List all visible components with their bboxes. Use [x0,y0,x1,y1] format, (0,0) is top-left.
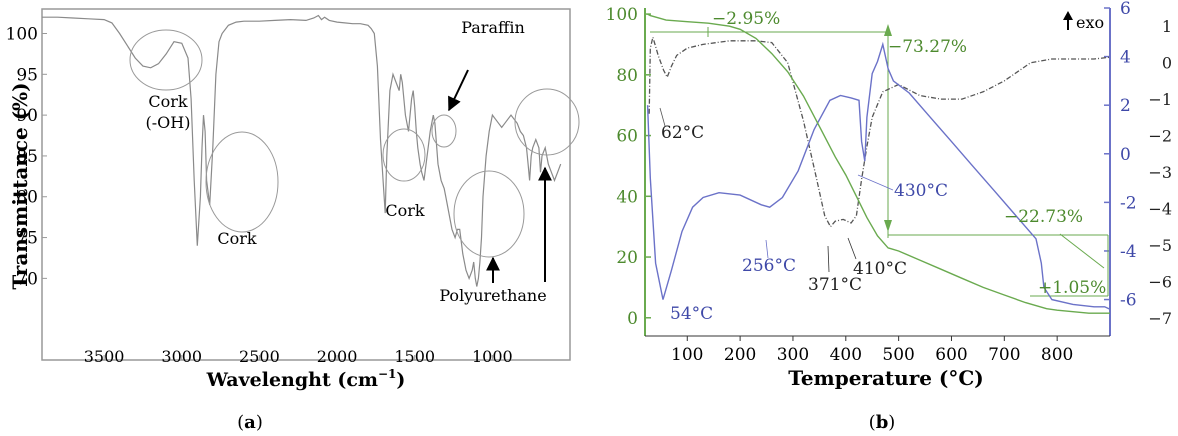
label-cork-1700: Cork [385,201,425,220]
dsc-curve [646,41,1111,310]
panel-a-y-tick-label: 100 [6,24,38,44]
panel-b-far-right-tick-label: −4 [1148,199,1172,218]
panel-b-right-tick-label: 4 [1120,48,1131,68]
panel-b-x-tick-label: 700 [988,345,1020,365]
panel-a-x-tick-label: 1000 [472,347,513,366]
ftir-spectrum-line [42,14,562,287]
panel-b-left-tick-label: 60 [616,127,638,147]
panel-b-x-tick-label: 100 [671,345,703,365]
tga-step1-label: −2.95% [712,9,780,29]
panel-b-far-right-tick-label: 0 [1162,54,1172,73]
peak-430-label: 430°C [894,181,948,201]
label-paraffin: Paraffin [461,18,525,37]
panel-a-chart: 70 75 80 85 90 95 100 3500 3000 2500 2000 1500 1000… [6,8,580,433]
cork-carbonyl-circle [382,128,426,182]
peak-256-label: 256°C [742,256,796,276]
tga-residue-label: +1.05% [1038,278,1106,298]
exo-arrowhead-icon [1063,11,1073,20]
panel-b-x-tick-label: 600 [935,345,967,365]
panel-b-left-tick-label: 80 [616,66,638,86]
panel-b-far-right-tick-label: −6 [1148,272,1172,291]
peak-410-leader [847,237,857,260]
peak-371-label: 371°C [808,275,862,295]
panel-b-far-right-tick-label: −3 [1148,163,1172,182]
tga-step3-label: −22.73% [1004,207,1083,227]
panel-a-x-tick-label: 1500 [394,347,435,366]
panel-b-right-tick-label: 2 [1120,96,1131,116]
panel-b-far-right-tick-label: −5 [1148,236,1172,255]
panel-a-x-tick-label: 3000 [161,347,202,366]
panel-a-y-tick-label: 70 [16,269,38,289]
panel-b-label: (b) [869,412,896,433]
tga-step2-arrowhead-bottom [884,220,892,232]
label-cork-2800: Cork [217,229,257,248]
peak-371-leader [827,245,830,273]
panel-b-left-tick-label: 0 [627,309,638,329]
panel-a-x-tick-label: 2000 [317,347,358,366]
panel-b-far-right-tick-label: −7 [1148,309,1172,328]
dtg-curve [648,34,1111,228]
tga-curve [647,13,1110,314]
paraffin-arrow [448,69,469,112]
peak-256-leader [765,239,769,259]
panel-a-y-axis-title: Transmittance (%) [8,82,32,289]
panel-b-x-tick-label: 300 [777,345,809,365]
panel-a-x-tick-label: 3500 [84,347,125,366]
tga-step3-leader [1059,233,1105,269]
peak-62-leader [659,107,666,127]
label-polyurethane: Polyurethane [439,286,546,305]
panel-b-left-tick-label: 20 [616,248,638,268]
panel-b-right-tick-label: -2 [1120,193,1137,213]
panel-b-left-tick-label: 40 [616,187,638,207]
panel-b-right-tick-label: 0 [1120,145,1131,165]
peak-62-label: 62°C [661,123,704,143]
peak-430-leader [857,174,894,191]
panel-b-right-tick-label: -6 [1120,291,1137,311]
label-cork-oh-line1: Cork [148,92,188,111]
tga-step2-label: −73.27% [888,37,967,57]
panel-b-left-tick-label: 100 [606,5,638,25]
panel-b-right-tick-label: -4 [1120,242,1137,262]
panel-b-x-tick-label: 800 [1041,345,1073,365]
panel-a-label: (a) [237,412,263,433]
panel-b-right-tick-label: 6 [1120,0,1131,19]
panel-b-x-tick-label: 500 [882,345,914,365]
panel-b-far-right-tick-label: −2 [1148,127,1172,146]
panel-a-y-tick-label: 95 [16,65,38,85]
panel-b-x-tick-label: 200 [724,345,756,365]
exo-label: exo [1076,13,1104,32]
polyurethane-fingerprint-circle [514,88,580,156]
panel-a-x-tick-label: 2500 [239,347,280,366]
panel-a-y-tick-label: 80 [16,188,38,208]
panel-b-far-right-tick-label: 1 [1162,17,1172,36]
panel-a-y-tick-label: 90 [16,106,38,126]
cork-oh-band-circle [129,29,203,91]
panel-b-chart: 0 20 40 60 80 100 -6 -4 -2 0 2 4 6 1 0 −1 −2 −3 −4 −5 −6 −7… [606,0,1172,433]
panel-a-x-axis-title: Wavelenght (cm−1) [206,367,406,391]
panel-a-y-tick-label: 75 [16,229,38,249]
paraffin-band-circle [431,114,457,148]
panel-a-plot-frame [41,8,571,361]
panel-b-x-axis-title: Temperature (°C) [788,366,984,390]
peak-54-label: 54°C [670,304,713,324]
tga-step2-arrowhead-top [884,24,892,36]
peak-410-label: 410°C [853,259,907,279]
panel-b-far-right-tick-label: −1 [1148,90,1172,109]
polyurethane-band-circle [453,170,525,258]
label-cork-oh-line2: (-OH) [146,113,191,132]
cork-ch-band-circle [205,131,279,233]
panel-b-x-tick-label: 400 [830,345,862,365]
panel-a-y-tick-label: 85 [16,147,38,167]
